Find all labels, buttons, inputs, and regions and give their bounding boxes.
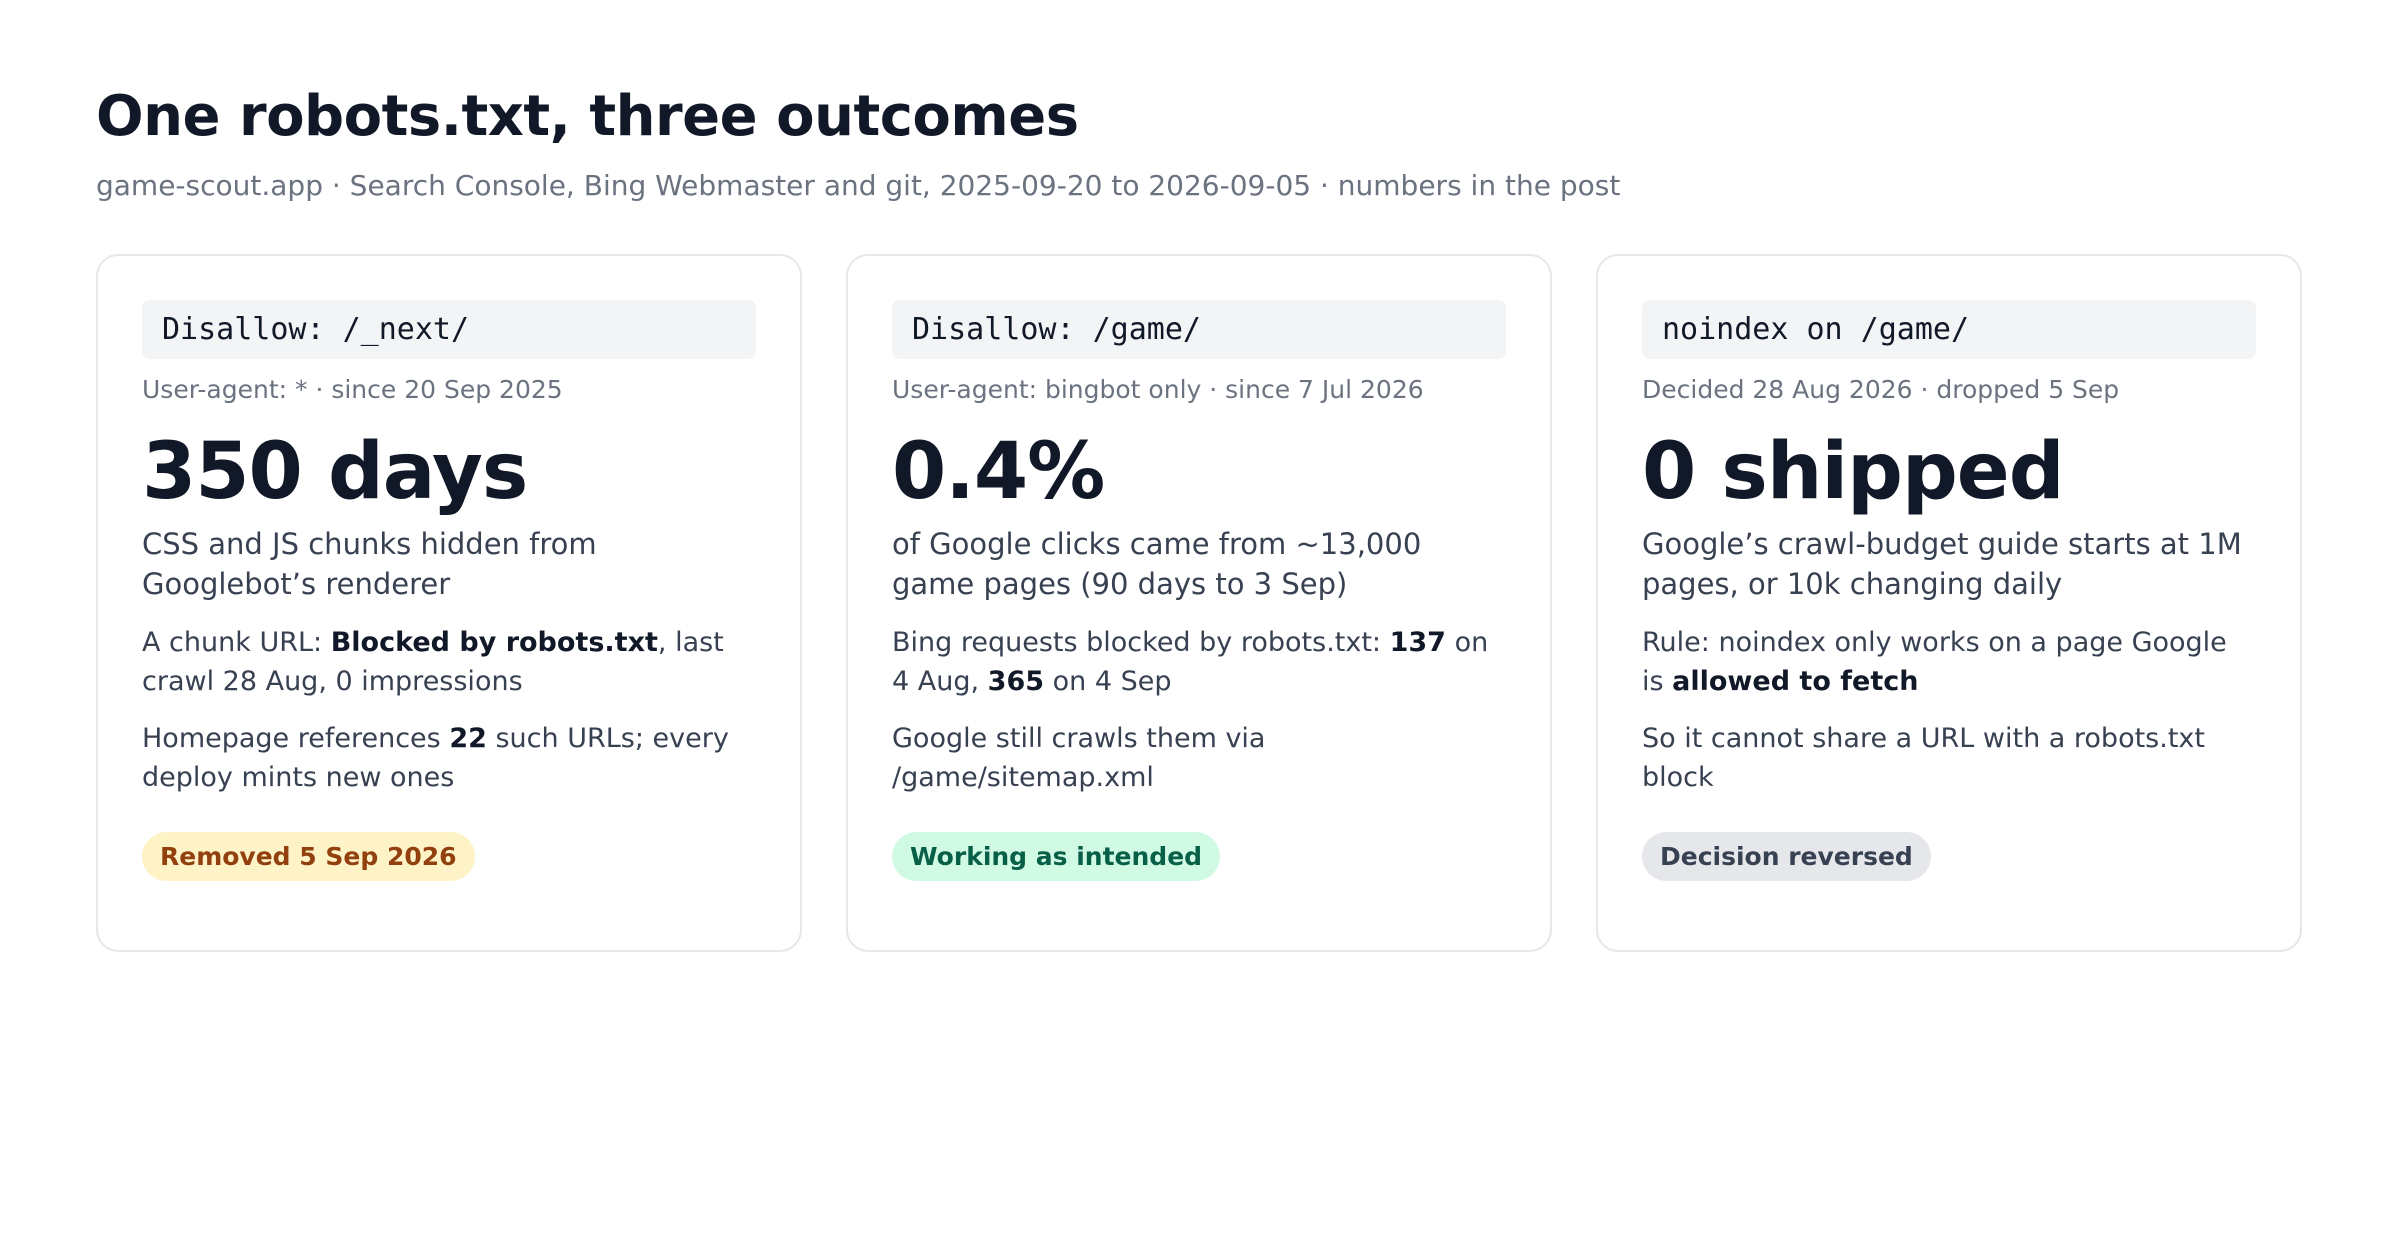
- note: Rule: noindex only works on a page Googl…: [1642, 623, 2256, 701]
- note-text: on 4 Sep: [1044, 666, 1172, 698]
- note-emphasis: allowed to fetch: [1672, 666, 1919, 698]
- status-badge: Working as intended: [892, 831, 1221, 881]
- note-text: So it cannot share a URL with a robots.t…: [1642, 723, 2205, 794]
- card: Disallow: /game/User-agent: bingbot only…: [846, 254, 1552, 952]
- stat-description: CSS and JS chunks hidden from Googlebot’…: [142, 526, 597, 602]
- status-badge: Removed 5 Sep 2026: [142, 831, 475, 881]
- note-emphasis: 137: [1389, 626, 1446, 658]
- stat: 0 shipped: [1642, 427, 2065, 517]
- container: One robots.txt, three outcomes game-scou…: [96, 84, 2304, 952]
- card-meta: Decided 28 Aug 2026 · dropped 5 Sep: [1642, 375, 2120, 404]
- note: Bing requests blocked by robots.txt: 137…: [892, 623, 1506, 701]
- note-text: such URLs; every deploy mints new ones: [142, 723, 729, 794]
- note-text: on 4 Aug,: [892, 626, 1489, 698]
- note-emphasis: 365: [987, 666, 1045, 698]
- note-text: Rule: noindex only works on a page Googl…: [1642, 626, 2227, 698]
- note-text: A chunk URL:: [142, 626, 331, 658]
- stat: 0.4%: [892, 427, 1105, 517]
- note: So it cannot share a URL with a robots.t…: [1642, 719, 2256, 797]
- status-badge: Decision reversed: [1642, 831, 1931, 881]
- subtitle: game-scout.app · Search Console, Bing We…: [96, 169, 1621, 202]
- note: Google still crawls them via /game/sitem…: [892, 719, 1506, 797]
- code-block: noindex on /game/: [1642, 300, 2256, 359]
- card-row: Disallow: /_next/User-agent: * · since 2…: [96, 254, 2304, 952]
- note: Homepage references 22 such URLs; every …: [142, 719, 756, 797]
- note-text: Google still crawls them via /game/sitem…: [892, 723, 1266, 794]
- note: A chunk URL: Blocked by robots.txt, last…: [142, 623, 756, 701]
- card: noindex on /game/Decided 28 Aug 2026 · d…: [1596, 254, 2302, 952]
- note-text: Homepage references: [142, 723, 450, 755]
- code-block: Disallow: /_next/: [142, 300, 756, 359]
- stat-description: Google’s crawl-budget guide starts at 1M…: [1642, 526, 2242, 602]
- stat: 350 days: [142, 427, 528, 517]
- note-emphasis: Blocked by robots.txt: [330, 626, 658, 658]
- stat-description: of Google clicks came from ~13,000 game …: [892, 526, 1422, 602]
- note-emphasis: 22: [449, 723, 487, 755]
- card-meta: User-agent: * · since 20 Sep 2025: [142, 375, 563, 404]
- title: One robots.txt, three outcomes: [96, 84, 1079, 149]
- code-block: Disallow: /game/: [892, 300, 1506, 359]
- card: Disallow: /_next/User-agent: * · since 2…: [96, 254, 802, 952]
- note-text: , last crawl 28 Aug, 0 impressions: [142, 626, 724, 698]
- note-text: Bing requests blocked by robots.txt:: [892, 626, 1390, 658]
- card-meta: User-agent: bingbot only · since 7 Jul 2…: [892, 375, 1424, 404]
